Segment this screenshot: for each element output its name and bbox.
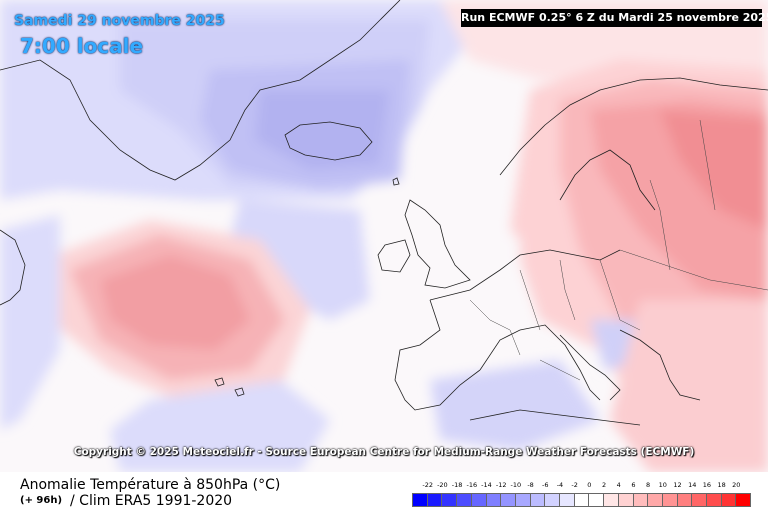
legend-tick-label: -10: [510, 481, 522, 489]
legend-swatch: [441, 493, 458, 507]
legend-tick-label: 0: [587, 481, 592, 489]
legend-swatch: [514, 493, 531, 507]
legend-tick-label: 12: [673, 481, 682, 489]
anomaly-field: [0, 0, 768, 472]
legend-swatch: [603, 493, 619, 507]
legend-bar: [412, 493, 752, 507]
legend-swatch: [735, 493, 752, 507]
legend-swatch: [500, 493, 516, 507]
legend-swatch: [529, 493, 546, 507]
legend-tick-label: -14: [481, 481, 492, 489]
legend-swatch: [426, 493, 443, 507]
legend-tick-label: 16: [702, 481, 712, 489]
legend-tick-label: -4: [556, 481, 564, 489]
legend-tick-label: -16: [466, 481, 478, 489]
legend-swatch: [573, 493, 590, 507]
forecast-time: 7:00 locale: [20, 34, 144, 58]
map-canvas: [0, 0, 768, 472]
color-legend: -22 -20 -18 -16 -14 -12 -10 -8 -6 -4 -2 0 2 4 6 8 10 12 14…: [412, 481, 752, 511]
legend-swatch: [588, 493, 605, 507]
legend-swatch: [661, 493, 678, 507]
legend-tick-label: 8: [646, 481, 651, 489]
forecast-date: Samedi 29 novembre 2025: [14, 13, 225, 29]
legend-swatch: [485, 493, 502, 507]
legend-swatch: [720, 493, 737, 507]
legend-swatch: [691, 493, 708, 507]
legend-swatch: [559, 493, 575, 507]
legend-tick-label: -20: [437, 481, 448, 489]
anomaly-map: [0, 0, 768, 472]
legend-swatch: [706, 493, 722, 507]
legend-tick-label: 6: [631, 481, 636, 489]
legend-tick-label: -22: [422, 481, 433, 489]
run-banner: Run ECMWF 0.25° 6 Z du Mardi 25 novembre…: [461, 9, 768, 27]
legend-swatch: [647, 493, 663, 507]
legend-tick-label: 14: [688, 481, 697, 489]
legend-tick-label: -8: [527, 481, 534, 489]
legend-tick-label: -12: [495, 481, 507, 489]
copyright-notice: Copyright © 2025 Meteociel.fr - Source E…: [73, 446, 695, 458]
legend-swatch: [412, 493, 428, 507]
legend-swatch: [676, 493, 693, 507]
legend-ticks: -22 -20 -18 -16 -14 -12 -10 -8 -6 -4 -2 0 2 4 6 8 10 12 14…: [413, 481, 751, 491]
forecast-step: (+ 96h): [20, 495, 63, 506]
legend-swatch: [544, 493, 561, 507]
legend-swatch: [470, 493, 487, 507]
legend-tick-label: 18: [717, 481, 726, 489]
variable-label: Anomalie Température à 850hPa (°C): [20, 477, 281, 493]
footer: Anomalie Température à 850hPa (°C) (+ 96…: [0, 472, 768, 512]
legend-tick-label: 10: [658, 481, 667, 489]
legend-tick-label: -6: [542, 481, 549, 489]
legend-tick-label: 4: [616, 481, 621, 489]
legend-swatch: [617, 493, 634, 507]
legend-swatch: [456, 493, 472, 507]
climatology-label: / Clim ERA5 1991-2020: [70, 493, 233, 509]
legend-tick-label: 20: [732, 481, 741, 489]
legend-tick-label: -18: [451, 481, 463, 489]
legend-tick-label: -2: [571, 481, 578, 489]
coastlines: [0, 0, 768, 426]
legend-swatch: [632, 493, 649, 507]
country-borders: [469, 119, 768, 381]
legend-tick-label: 2: [601, 481, 607, 489]
